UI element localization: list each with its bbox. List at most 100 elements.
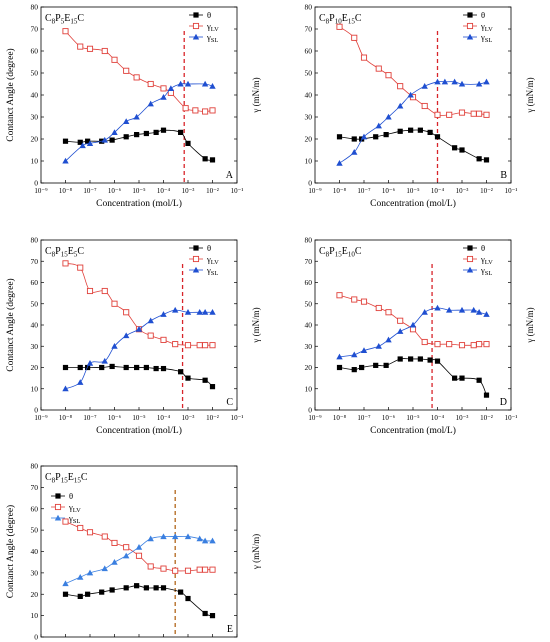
data-point-lv [202,108,209,115]
y-tick-label: 40 [305,321,313,330]
sample-label-part: 5 [74,251,78,259]
legend-label-sl: γSL [206,265,218,277]
data-point-sl [196,309,203,315]
data-point-lv [86,529,94,536]
sample-label-part: 8 [52,251,56,259]
data-point-theta [397,128,403,134]
y-axis-label-left: Contanct Angle (degree) [5,505,16,598]
panel-letter: C [226,397,233,408]
data-point-lv [123,67,130,74]
sample-label-part: E [342,246,348,257]
data-point-lv [192,107,199,114]
data-point-sl [441,78,449,85]
data-point-sl [351,149,358,155]
data-point-theta [77,593,83,599]
data-point-theta [483,157,490,163]
sample-label-part: 15 [61,251,69,259]
data-point-sl [475,80,483,87]
sample-label-part: C [45,13,52,24]
data-point-sl [79,142,86,149]
legend-label-lv: γLV [206,254,219,266]
y-tick-label: 20 [31,135,39,144]
x-tick-label: 10⁻² [480,187,493,195]
data-point-lv [375,65,382,72]
data-point-sl [375,343,382,349]
data-point-theta [160,365,167,372]
data-point-lv [123,544,130,551]
data-point-theta [351,367,357,373]
x-tick-label: 10⁻⁴ [431,187,445,195]
data-point-theta [209,613,216,619]
series-line-sl [65,535,213,584]
data-point-sl [421,83,428,89]
data-point-lv [147,563,154,570]
data-point-lv [62,260,69,267]
series-line-lv [65,30,213,112]
sample-label-part: 10 [348,251,356,259]
data-point-sl [196,535,203,542]
y-tick-label: 70 [305,25,313,34]
data-point-sl [409,321,417,328]
data-point-sl [101,357,108,364]
x-tick-label: 10⁻⁵ [406,187,420,195]
x-tick-label: 10⁻⁸ [333,187,347,195]
chart-panel-b: 0 10 20 30 40 50 60 70 80 10⁻⁹ 10⁻⁸ 10⁻⁷ 10⁻⁶ 10⁻⁵ 10⁻… [305,3,536,210]
y-tick-label: 40 [305,91,313,100]
y-tick-label: 10 [31,384,39,393]
y-tick-label: 80 [31,3,39,12]
x-tick-label: 10⁻⁶ [108,187,122,195]
series-line-sl [339,307,487,358]
data-point-lv [172,567,179,574]
legend-subscript: SL [211,37,219,44]
data-point-sl [385,113,392,120]
x-axis-label: Concentration (mol/L) [96,198,182,209]
y-tick-label: 20 [31,590,39,599]
chart-panel-d: 0 10 20 30 40 50 60 70 80 10⁻⁹ 10⁻⁸ 10⁻⁷ 10⁻⁶ 10⁻⁵ 10⁻… [305,236,536,437]
data-point-theta [123,585,129,591]
legend-marker-theta [467,245,473,251]
data-point-lv [77,43,84,50]
panel-letter: D [500,397,507,408]
x-tick-label: 10⁻⁴ [431,414,445,422]
legend-label-sl: γSL [206,32,218,44]
sample-label-part: 15 [61,477,69,485]
legend-gamma: γ [68,513,73,523]
data-point-lv [147,332,154,339]
legend-subscript: SL [485,37,493,44]
x-tick-label: 10⁻⁵ [406,414,420,422]
sample-label-part: C [355,246,362,257]
y-tick-label: 80 [305,236,313,245]
data-point-sl [385,336,392,343]
x-tick-label: 10⁻⁸ [59,414,73,422]
x-tick-label: 10⁻¹ [505,414,518,422]
data-point-sl [201,309,209,315]
sample-label-part: P [329,246,335,257]
sample-label-part: 15 [70,18,78,26]
data-point-sl [111,558,118,565]
data-point-sl [135,544,143,550]
data-point-theta [452,375,458,381]
data-point-lv [483,341,490,348]
data-point-lv [196,342,203,349]
data-point-theta [62,591,69,597]
data-point-theta [85,591,91,597]
data-point-sl [160,94,167,100]
data-point-lv [77,524,84,532]
y-tick-label: 80 [305,3,313,12]
legend-marker-lv [192,22,200,30]
y-tick-label: 10 [31,157,39,166]
data-point-lv [385,309,392,316]
data-point-theta [77,364,83,371]
y-tick-label: 80 [31,462,39,471]
legend-label-theta: θ [207,243,211,253]
data-point-sl [458,80,466,87]
data-point-sl [86,569,94,576]
x-tick-label: 10⁻⁶ [382,414,396,422]
x-tick-label: 10⁻⁹ [308,187,322,195]
y-axis-label-left: Contanct Angle (degree) [5,278,16,371]
data-point-lv [458,342,466,349]
data-point-theta [160,585,167,591]
legend-gamma: γ [206,265,211,275]
